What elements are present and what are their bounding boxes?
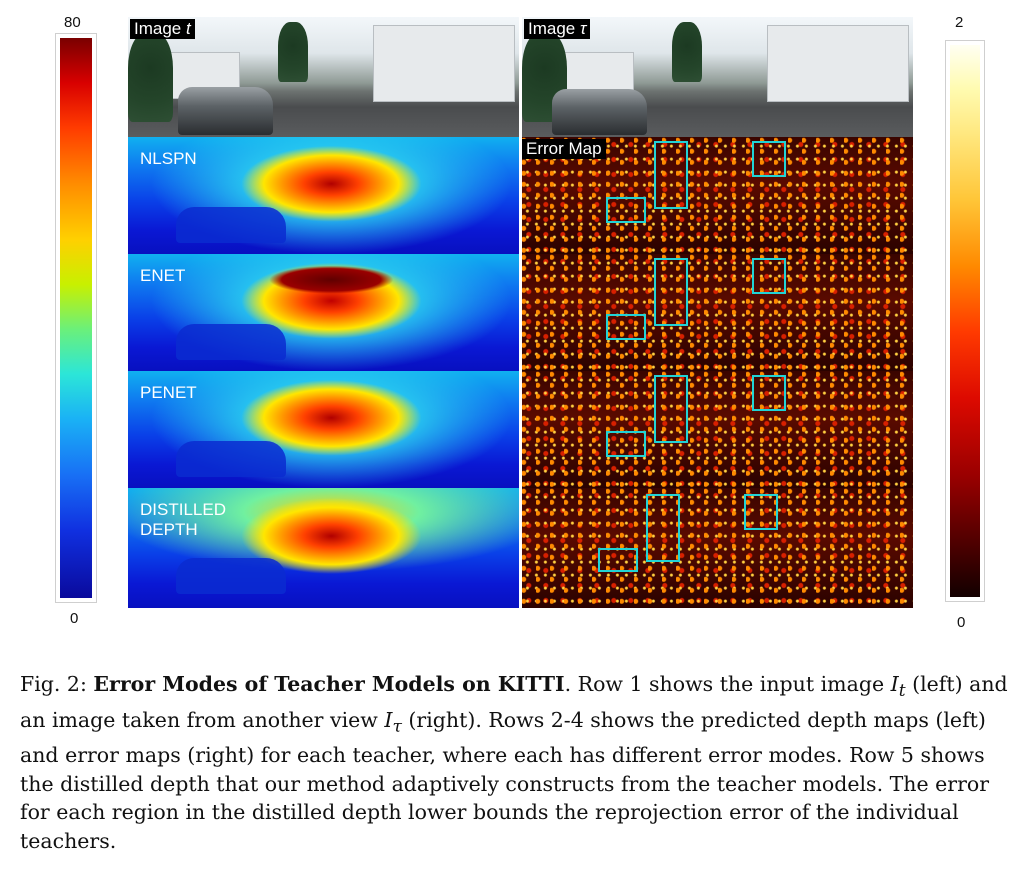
enet-error-map: [522, 254, 913, 371]
enet-label: ENET: [140, 266, 186, 285]
right-colorbar-min-label: 0: [957, 614, 966, 631]
penet-label: PENET: [140, 383, 197, 402]
car-silhouette: [176, 324, 286, 360]
highlight-box: [646, 494, 680, 562]
error-colorbar: [945, 40, 985, 602]
caption-prefix: Fig. 2:: [20, 672, 87, 696]
distilled-depth-label: DISTILLED DEPTH: [140, 500, 226, 539]
nlspn-label: NLSPN: [140, 149, 197, 168]
distilled-error-map: [522, 488, 913, 608]
image-t-panel: Image t: [128, 17, 519, 137]
error-map-label: Error Map: [522, 139, 606, 159]
enet-depth-map: ENET: [128, 254, 519, 371]
caption-title: Error Modes of Teacher Models on KITTI: [93, 672, 565, 696]
right-colorbar-max-label: 2: [955, 14, 964, 31]
nlspn-error-map: Error Map: [522, 137, 913, 254]
highlight-box: [752, 258, 786, 294]
car-silhouette: [176, 558, 286, 594]
highlight-box: [606, 431, 646, 457]
tree: [128, 32, 173, 122]
left-colorbar-max-label: 80: [64, 14, 81, 31]
image-tau-panel: Image τ: [522, 17, 913, 137]
highlight-box: [654, 141, 688, 209]
highlight-box: [598, 548, 638, 572]
car-silhouette: [176, 207, 286, 243]
left-colorbar-min-label: 0: [70, 610, 79, 627]
nlspn-depth-map: NLSPN: [128, 137, 519, 254]
highlight-box: [752, 141, 786, 177]
highlight-box: [744, 494, 778, 530]
highlight-box: [752, 375, 786, 411]
image-t-label: Image t: [130, 19, 195, 39]
car: [552, 89, 647, 135]
depth-colorbar: [55, 33, 97, 603]
car: [178, 87, 273, 135]
highlight-box: [606, 314, 646, 340]
image-tau-label: Image τ: [524, 19, 591, 39]
figure-caption: Fig. 2: Error Modes of Teacher Models on…: [20, 672, 1008, 853]
distilled-depth-map: DISTILLED DEPTH: [128, 488, 519, 608]
car-silhouette: [176, 441, 286, 477]
house-right: [767, 25, 909, 102]
highlight-box: [606, 197, 646, 223]
penet-depth-map: PENET: [128, 371, 519, 488]
house-right: [373, 25, 515, 102]
tree: [672, 22, 702, 82]
caption-body: . Row 1 shows the input image: [564, 672, 891, 696]
highlight-box: [654, 375, 688, 443]
tree: [278, 22, 308, 82]
highlight-box: [654, 258, 688, 326]
penet-error-map: [522, 371, 913, 488]
